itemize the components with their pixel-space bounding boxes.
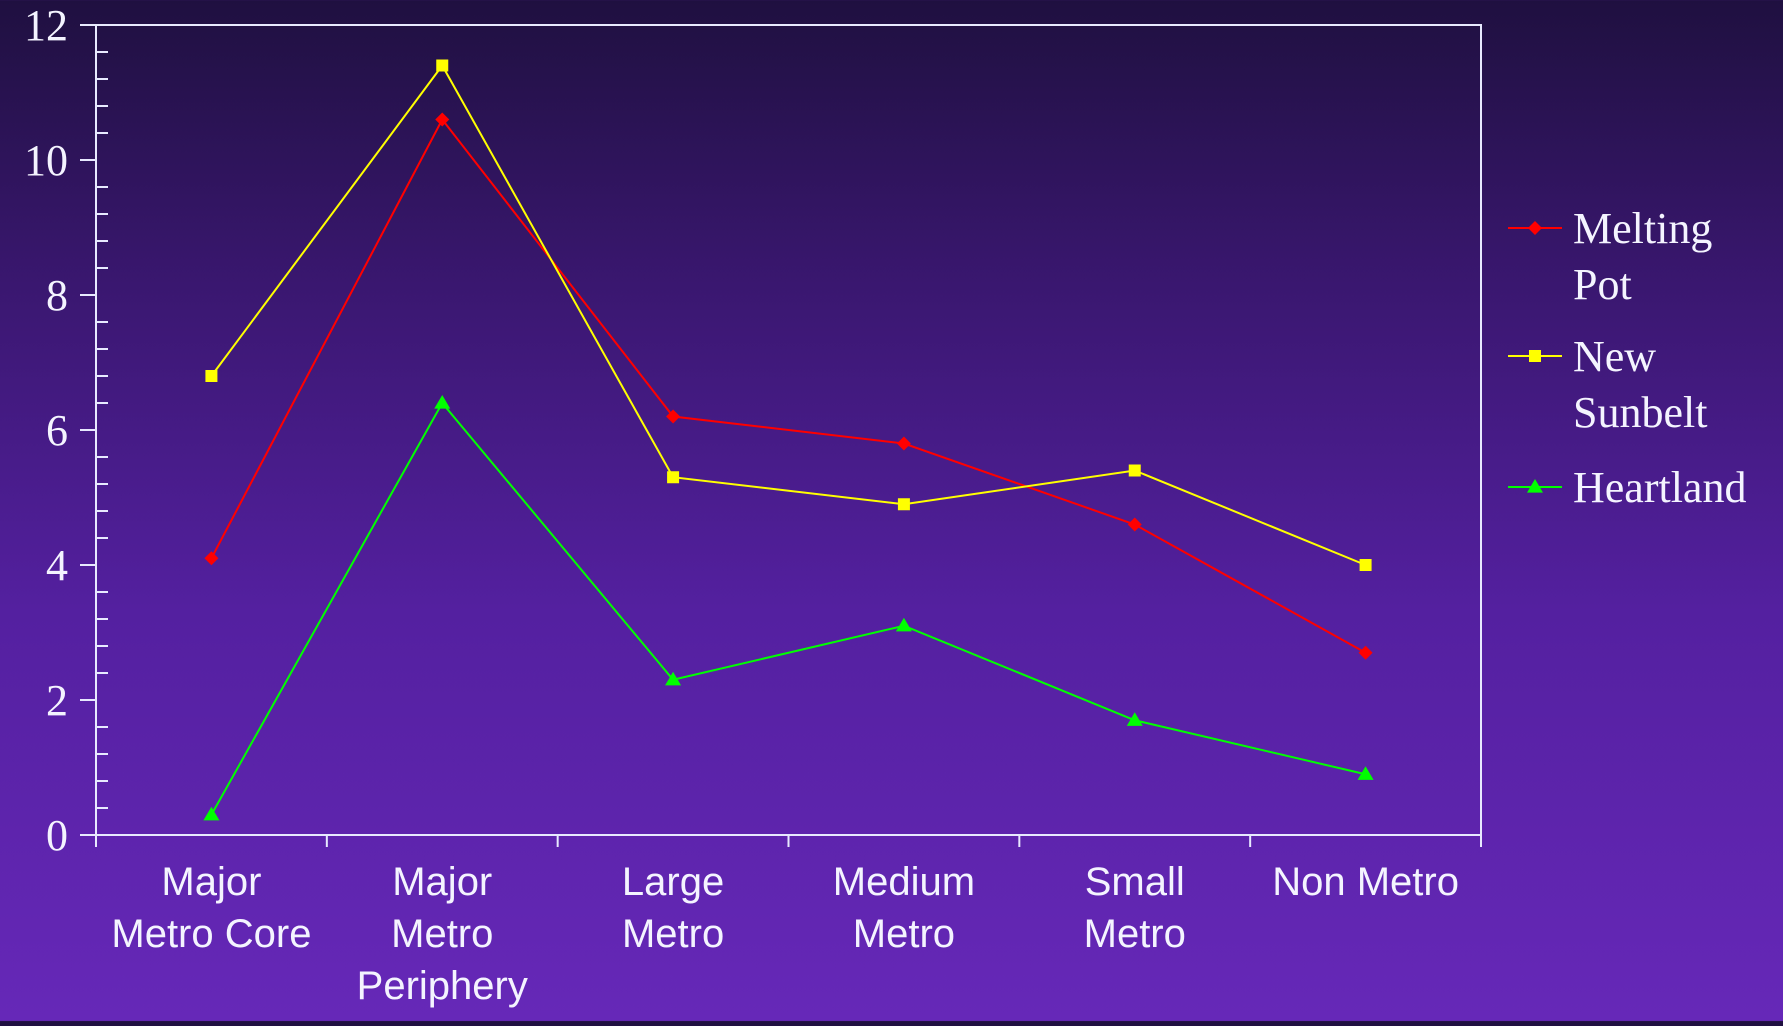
- series-line: [210, 401, 1366, 816]
- data-point: [1126, 712, 1143, 726]
- y-tick-label: 4: [46, 541, 68, 590]
- data-point: [1128, 464, 1141, 477]
- legend-label: Melting Pot: [1573, 204, 1712, 309]
- data-point: [1359, 559, 1372, 571]
- chart-legend: Melting Pot New Sunbelt Heartland: [1508, 204, 1746, 512]
- legend-label: New Sunbelt: [1573, 332, 1707, 437]
- data-point: [436, 59, 449, 72]
- y-tick-label: 10: [24, 136, 68, 185]
- data-point: [205, 370, 218, 382]
- series-line: [210, 63, 1366, 566]
- series-heartland: [203, 395, 1374, 821]
- chart-axes: 0 2 4 6 8 10 12 Major Metro Core Major Metro Periph…: [24, 1, 1482, 1008]
- legend-marker: [1529, 350, 1541, 362]
- y-tick-label: 8: [46, 271, 68, 320]
- series-new-sunbelt: [205, 59, 1372, 571]
- data-point: [1358, 645, 1373, 660]
- data-point: [203, 806, 220, 821]
- legend-marker: [1528, 221, 1542, 235]
- data-point: [666, 409, 681, 424]
- x-tick-label: Major Metro Periphery: [357, 860, 528, 1008]
- data-point: [1357, 766, 1374, 780]
- x-tick-label: Large Metro: [622, 860, 724, 956]
- legend-marker: [1527, 479, 1543, 493]
- data-point: [667, 471, 680, 484]
- x-tick-label: Major Metro Core: [111, 860, 311, 956]
- data-point: [435, 112, 450, 127]
- data-point: [1127, 517, 1142, 532]
- legend-item: Melting Pot: [1508, 204, 1712, 309]
- x-tick-label: Medium Metro: [833, 860, 975, 956]
- x-tick-label: Small Metro: [1084, 860, 1186, 956]
- data-point: [665, 671, 682, 686]
- chart-series: [203, 59, 1374, 821]
- data-point: [204, 551, 219, 566]
- data-point: [895, 617, 912, 632]
- data-point: [897, 498, 910, 511]
- legend-item: Heartland: [1508, 463, 1746, 512]
- series-line: [210, 117, 1367, 654]
- y-tick-label: 12: [24, 1, 68, 50]
- legend-label: Heartland: [1573, 463, 1746, 512]
- data-point: [434, 395, 451, 409]
- data-point: [896, 436, 911, 451]
- legend-item: New Sunbelt: [1508, 332, 1707, 437]
- y-tick-label: 6: [46, 406, 68, 455]
- y-tick-label: 0: [46, 811, 68, 860]
- x-tick-label: Non Metro: [1272, 860, 1459, 904]
- series-melting-pot: [204, 112, 1373, 660]
- y-tick-label: 2: [46, 676, 68, 725]
